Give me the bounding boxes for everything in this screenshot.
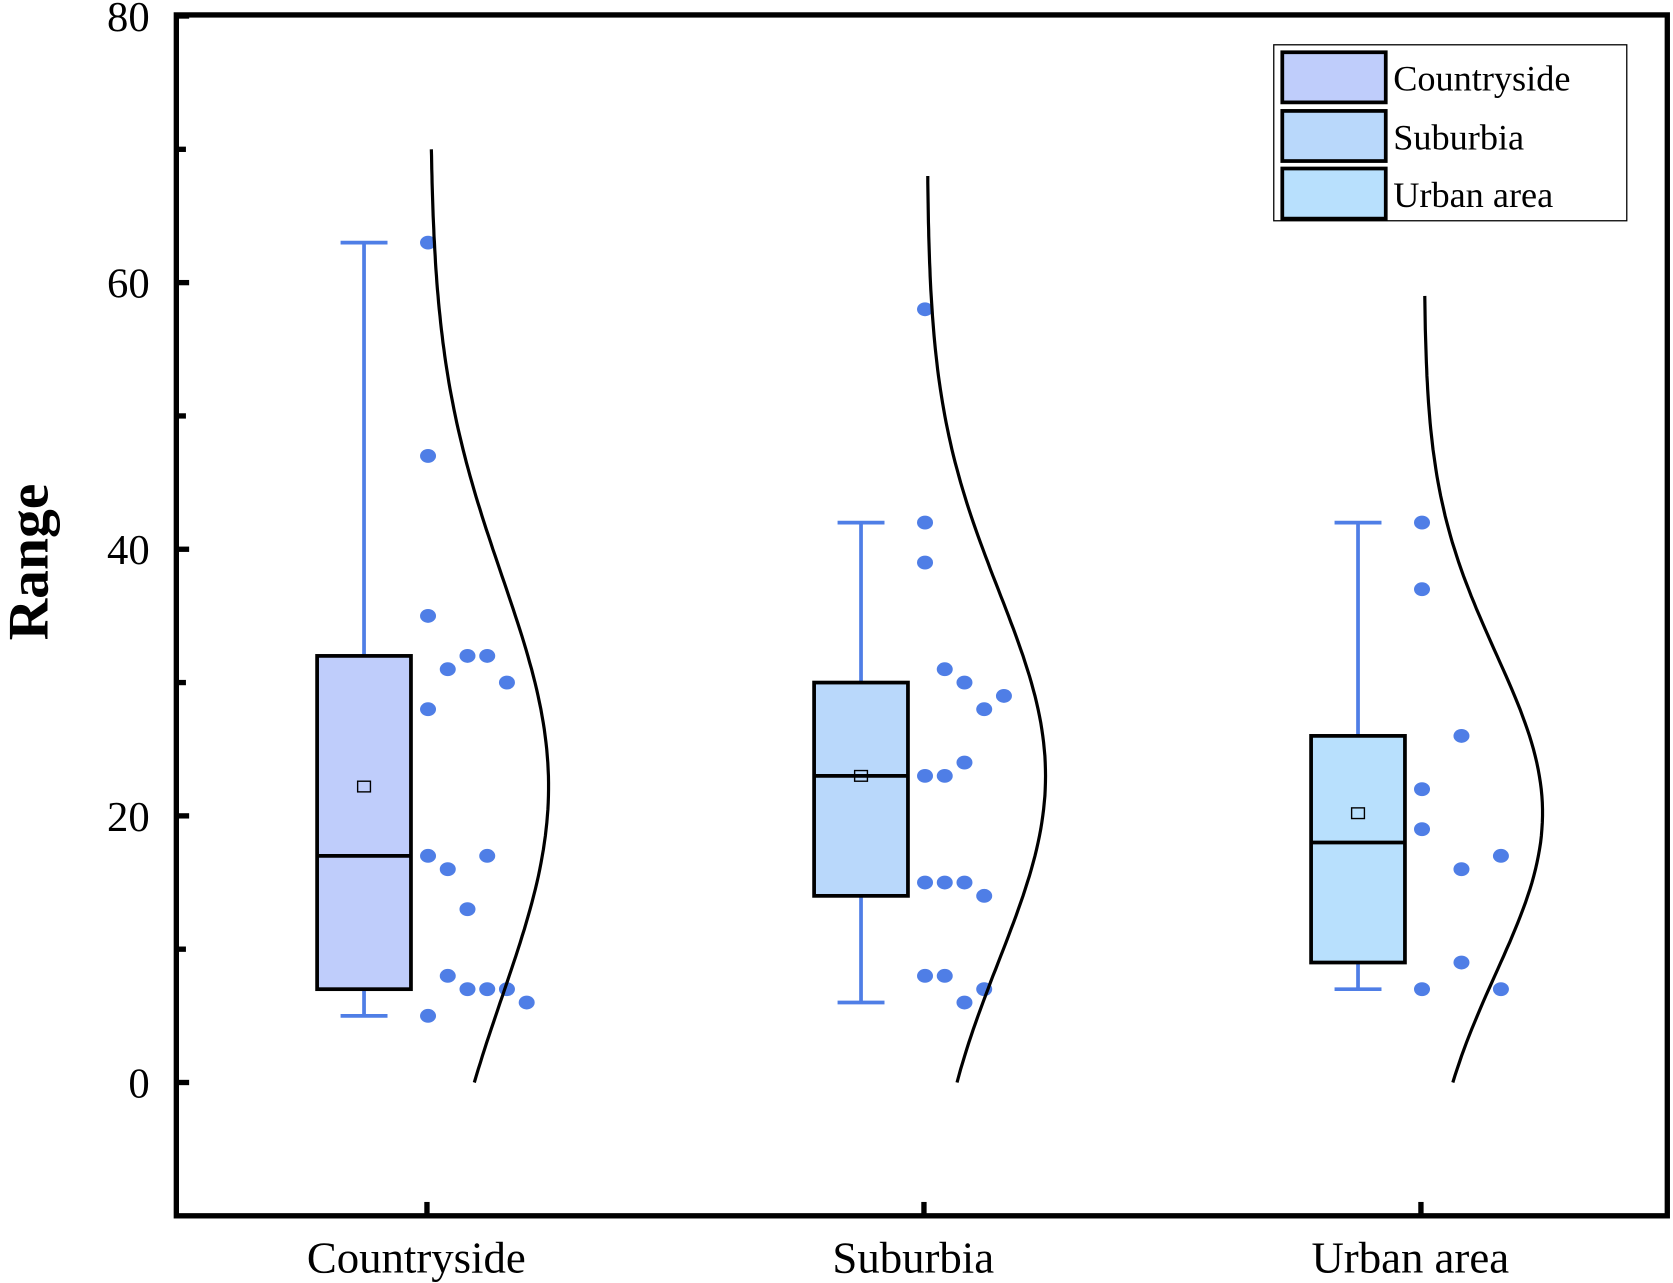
data-point: [936, 875, 953, 890]
data-point: [420, 235, 437, 250]
data-point: [420, 448, 437, 463]
data-point: [936, 968, 953, 983]
data-point: [917, 875, 934, 890]
series-countryside: [315, 149, 551, 1083]
x-tick-label: Suburbia: [832, 1232, 994, 1282]
y-tick-label: 80: [107, 0, 150, 41]
data-point: [498, 675, 515, 690]
legend-label: Countryside: [1393, 59, 1570, 99]
data-point: [459, 902, 476, 917]
distribution-curve: [429, 149, 551, 1083]
box: [1309, 734, 1407, 965]
data-point: [917, 515, 934, 530]
data-point: [976, 888, 993, 903]
legend-swatch: [1280, 109, 1388, 163]
legend: Countryside Suburbia Urban area: [1273, 44, 1628, 222]
y-tick-label: 20: [107, 794, 150, 841]
legend-label: Urban area: [1393, 175, 1553, 215]
x-tick-label: Urban area: [1311, 1232, 1509, 1282]
data-point: [420, 848, 437, 863]
x-tick-label: Countryside: [307, 1232, 526, 1282]
y-tick-label: 60: [107, 261, 150, 308]
legend-swatch: [1280, 166, 1388, 221]
plot-area: 0 20 40 60 80 Countryside Suburbia Urban area: [107, 0, 1670, 1282]
data-point: [420, 608, 437, 623]
legend-swatch: [1280, 50, 1388, 105]
data-point: [479, 848, 496, 863]
data-point: [518, 995, 535, 1010]
data-point: [917, 768, 934, 783]
data-point: [936, 768, 953, 783]
data-point: [917, 968, 934, 983]
data-point: [956, 675, 973, 690]
legend-label: Suburbia: [1393, 117, 1524, 157]
data-point: [936, 662, 953, 677]
data-point: [1414, 782, 1431, 797]
data-point: [479, 648, 496, 663]
data-point: [995, 688, 1012, 703]
data-point: [1492, 848, 1509, 863]
mean-marker: [853, 769, 869, 782]
data-point: [1453, 862, 1470, 877]
data-point: [1453, 955, 1470, 970]
mean-marker: [1350, 807, 1366, 820]
data-point: [439, 662, 456, 677]
data-point: [956, 755, 973, 770]
box: [315, 654, 413, 992]
data-point: [420, 1008, 437, 1023]
data-point: [956, 875, 973, 890]
data-point: [459, 982, 476, 997]
data-point: [479, 982, 496, 997]
data-point: [439, 968, 456, 983]
distribution-curve: [926, 175, 1048, 1083]
data-point: [956, 995, 973, 1010]
y-tick-label: 0: [128, 1060, 149, 1107]
data-point: [917, 302, 934, 317]
mean-marker: [356, 780, 372, 793]
box: [812, 680, 910, 898]
data-point: [1492, 982, 1509, 997]
data-point: [1414, 582, 1431, 597]
series-urban-area: [1309, 295, 1545, 1083]
distribution-curve: [1423, 295, 1545, 1083]
data-point: [1453, 728, 1470, 743]
data-point: [1414, 822, 1431, 837]
data-point: [917, 555, 934, 570]
data-point: [420, 702, 437, 717]
data-point: [459, 648, 476, 663]
data-point: [1414, 982, 1431, 997]
y-tick-label: 40: [107, 527, 150, 574]
series-suburbia: [812, 175, 1048, 1083]
data-point: [439, 862, 456, 877]
data-point: [976, 702, 993, 717]
y-axis-label: Range: [0, 484, 60, 641]
data-point: [1414, 515, 1431, 530]
